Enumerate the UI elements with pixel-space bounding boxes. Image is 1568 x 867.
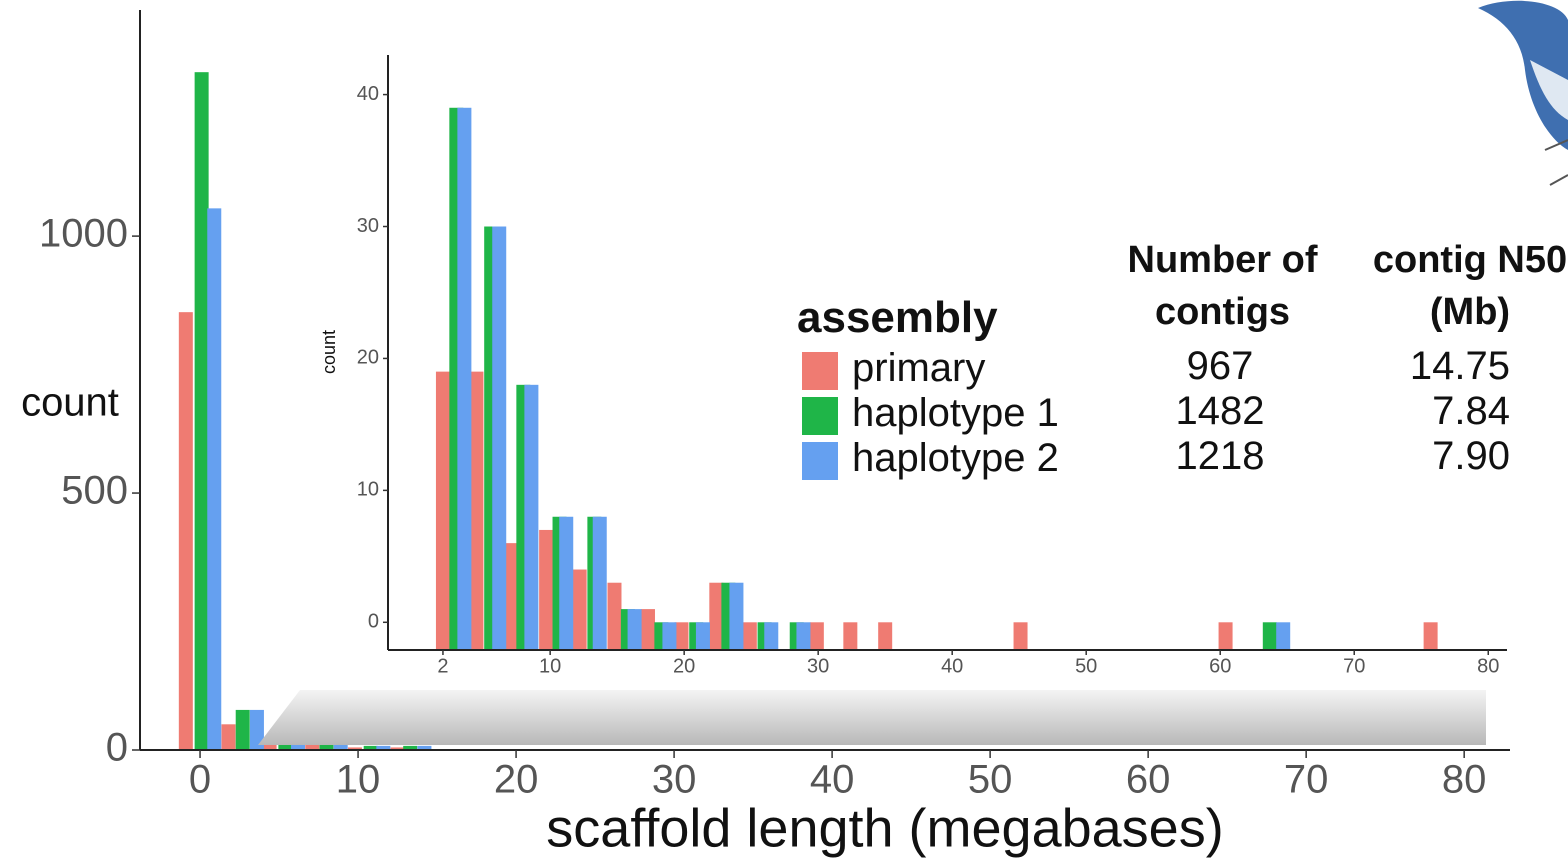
bar [796, 622, 811, 650]
x-tick-label: 60 [1126, 758, 1171, 802]
y-tick-label: 30 [357, 215, 379, 237]
legend-swatch [802, 397, 838, 435]
x-tick-label: 30 [652, 758, 697, 802]
x-tick-label: 20 [673, 655, 695, 677]
bar [843, 622, 858, 650]
bar [492, 226, 507, 651]
y-tick-label: 0 [106, 726, 128, 770]
bar [305, 744, 320, 750]
table-cell: 1482 [1175, 389, 1265, 433]
bar [809, 622, 824, 650]
x-tick-label: 0 [189, 758, 211, 802]
bar [674, 622, 689, 650]
bar [435, 371, 450, 650]
table-cell: 967 [1186, 344, 1254, 388]
bar [221, 724, 236, 750]
y-tick-label: 500 [61, 469, 128, 513]
zoom-band [258, 690, 1486, 745]
bar [764, 622, 779, 650]
x-tick-label: 70 [1343, 655, 1365, 677]
bar [592, 516, 607, 650]
legend-label: haplotype 2 [852, 436, 1059, 480]
bar [640, 609, 655, 650]
bar [662, 622, 677, 650]
bar [376, 745, 391, 750]
y-tick-label: 10 [357, 479, 379, 501]
x-tick-label: 80 [1477, 655, 1499, 677]
bar [878, 622, 893, 650]
x-tick-label: 50 [968, 758, 1013, 802]
bar [627, 609, 642, 650]
bar [524, 384, 539, 650]
bar [194, 72, 209, 751]
bar [319, 740, 334, 750]
table-cell: 7.84 [1432, 389, 1510, 433]
x-tick-label: 10 [539, 655, 561, 677]
bar [695, 622, 710, 650]
legend-swatch [802, 352, 838, 390]
y-axis-label: count [319, 330, 339, 374]
bar [390, 747, 405, 750]
x-tick-label: 40 [810, 758, 855, 802]
bar [363, 745, 378, 750]
bar [607, 582, 622, 650]
bar [1218, 622, 1233, 650]
y-tick-label: 20 [357, 347, 379, 369]
x-tick-label: 10 [336, 758, 381, 802]
table-header: Number of contigs [1127, 239, 1318, 333]
bar [262, 742, 277, 750]
bird-illustration [1478, 0, 1568, 186]
legend-label: haplotype 1 [852, 391, 1059, 435]
y-tick-label: 40 [357, 83, 379, 105]
bar [1013, 622, 1028, 650]
bar [729, 582, 744, 650]
y-tick-label: 0 [368, 611, 379, 633]
legend-swatch [802, 442, 838, 480]
bar [249, 709, 264, 750]
x-tick-label: 80 [1442, 758, 1487, 802]
bar [504, 543, 519, 650]
bar [1423, 622, 1438, 650]
table-header: contig N50 (Mb) [1372, 239, 1568, 333]
bar [457, 107, 472, 651]
inset-panel: 0 10 20 30 40 2 10 20 30 40 50 60 70 80 count [319, 55, 1507, 677]
legend-label: primary [852, 346, 986, 390]
table-cell: 14.75 [1409, 344, 1510, 388]
x-axis-label: scaffold length (megabases) [546, 798, 1223, 858]
y-axis-label: count [21, 381, 119, 425]
legend-title: assembly [797, 293, 998, 342]
bar [347, 747, 362, 750]
bar [178, 312, 193, 750]
bar [333, 740, 348, 750]
bar [742, 622, 757, 650]
table-cell: 7.90 [1432, 434, 1510, 478]
x-tick-label: 50 [1075, 655, 1097, 677]
bar [469, 371, 484, 650]
x-tick-label: 60 [1209, 655, 1231, 677]
table-cell: 1218 [1175, 434, 1265, 478]
x-tick-label: 20 [494, 758, 539, 802]
bar [539, 529, 554, 650]
bar [417, 745, 432, 750]
x-tick-label: 30 [807, 655, 829, 677]
bar [1262, 622, 1277, 650]
bar [559, 516, 574, 650]
x-tick-label: 40 [941, 655, 963, 677]
bar [1276, 622, 1291, 650]
x-tick-label: 70 [1284, 758, 1329, 802]
bar [572, 569, 587, 650]
bar [709, 582, 724, 650]
bar [207, 208, 222, 751]
x-tick-label: 2 [437, 655, 448, 677]
bar [235, 709, 250, 750]
y-tick-label: 1000 [39, 212, 128, 256]
bar [403, 745, 418, 750]
